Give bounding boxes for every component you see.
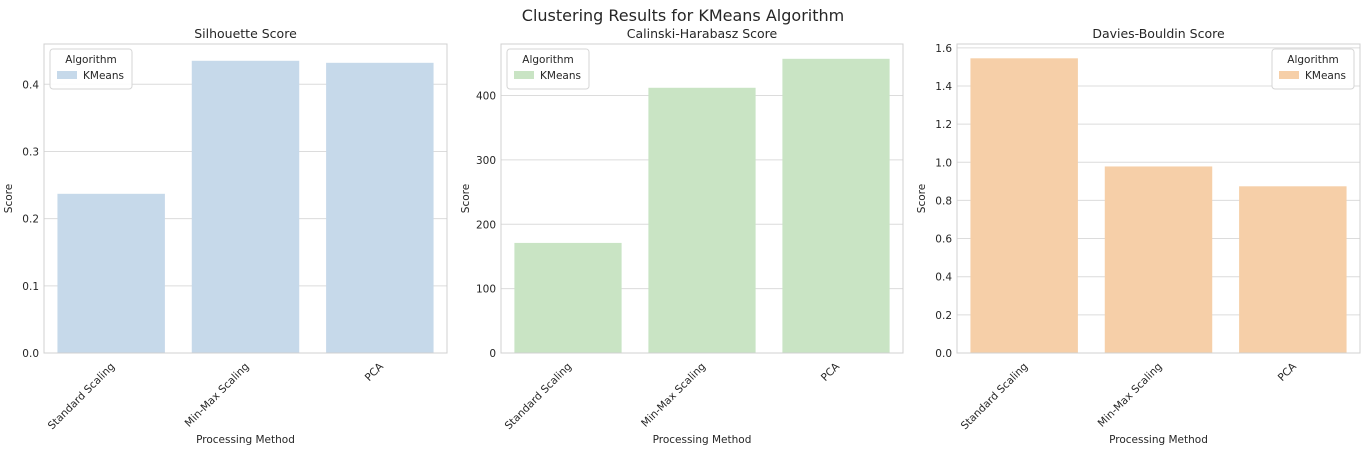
y-tick-label: 1.6 <box>935 43 952 55</box>
x-tick-label: Min-Max Scaling <box>183 361 252 430</box>
y-tick-label: 0.4 <box>22 79 39 91</box>
y-tick-label: 1.4 <box>935 81 952 93</box>
chart-panel-2: 0 100 200 300 400 Standard Scaling Min-Max Sca… <box>460 26 904 446</box>
y-tick-label: 200 <box>476 219 496 231</box>
legend-entry: KMeans <box>83 70 124 82</box>
y-tick-label: 0 <box>489 348 496 360</box>
x-tick-label: PCA <box>1276 360 1300 384</box>
legend: Algorithm KMeans <box>49 48 133 90</box>
y-tick-label: 1.0 <box>935 157 952 169</box>
figure-title: Clustering Results for KMeans Algorithm <box>522 6 844 25</box>
x-axis-label: Processing Method <box>196 434 295 446</box>
y-tick-label: 0.0 <box>22 348 39 360</box>
chart-panel-3: 0.0 0.2 0.4 0.6 0.8 1.0 1.2 1.4 1.6 Standard Scal… <box>916 26 1361 446</box>
y-tick-label: 300 <box>476 155 496 167</box>
axes-frame <box>956 43 1361 354</box>
legend-swatch <box>1279 71 1299 79</box>
x-axis-label: Processing Method <box>653 434 752 446</box>
bar <box>326 62 434 354</box>
chart-title: Calinski-Harabasz Score <box>627 26 778 41</box>
bar <box>1104 166 1213 353</box>
y-tick-label: 0.8 <box>935 195 952 207</box>
legend-swatch <box>514 71 534 79</box>
y-axis-label: Score <box>916 184 928 213</box>
x-tick-label: Standard Scaling <box>503 361 575 433</box>
x-tick-label: Standard Scaling <box>46 361 118 433</box>
x-tick-label: PCA <box>819 360 843 384</box>
y-tick-label: 100 <box>476 284 496 296</box>
legend: Algorithm KMeans <box>506 48 590 90</box>
y-tick-label: 400 <box>476 91 496 103</box>
chart-panel-1: 0.0 0.1 0.2 0.3 0.4 Standard Scaling Min-Max S… <box>3 26 448 446</box>
x-tick-label: Min-Max Scaling <box>1096 361 1165 430</box>
x-tick-label: Standard Scaling <box>959 361 1031 433</box>
x-tick-label: Min-Max Scaling <box>639 361 708 430</box>
bar <box>1239 186 1347 353</box>
x-tick-label: PCA <box>363 360 387 384</box>
chart-title: Silhouette Score <box>194 26 297 41</box>
y-tick-label: 0.2 <box>935 310 952 322</box>
chart-title: Davies-Bouldin Score <box>1092 26 1225 41</box>
axes-frame <box>43 43 448 354</box>
legend-swatch <box>57 71 77 79</box>
legend-title: Algorithm <box>65 54 116 66</box>
bar <box>782 58 890 354</box>
bar <box>191 60 300 353</box>
x-axis-label: Processing Method <box>1109 434 1208 446</box>
bar <box>648 87 756 354</box>
axes-frame <box>500 43 904 354</box>
legend-title: Algorithm <box>522 54 573 66</box>
y-tick-label: 0.2 <box>22 214 39 226</box>
y-tick-label: 0.0 <box>935 348 952 360</box>
legend-entry: KMeans <box>540 70 581 82</box>
bar <box>514 242 622 353</box>
y-tick-label: 0.6 <box>935 234 952 246</box>
bar <box>57 193 165 353</box>
bar <box>970 58 1078 354</box>
legend-title: Algorithm <box>1287 54 1338 66</box>
y-axis-label: Score <box>460 184 472 213</box>
y-tick-label: 0.4 <box>935 272 952 284</box>
y-tick-label: 0.3 <box>22 146 39 158</box>
legend-entry: KMeans <box>1305 70 1346 82</box>
y-tick-label: 1.2 <box>935 119 952 131</box>
y-tick-label: 0.1 <box>22 281 39 293</box>
y-axis-label: Score <box>3 184 15 213</box>
legend: Algorithm KMeans <box>1271 48 1355 90</box>
